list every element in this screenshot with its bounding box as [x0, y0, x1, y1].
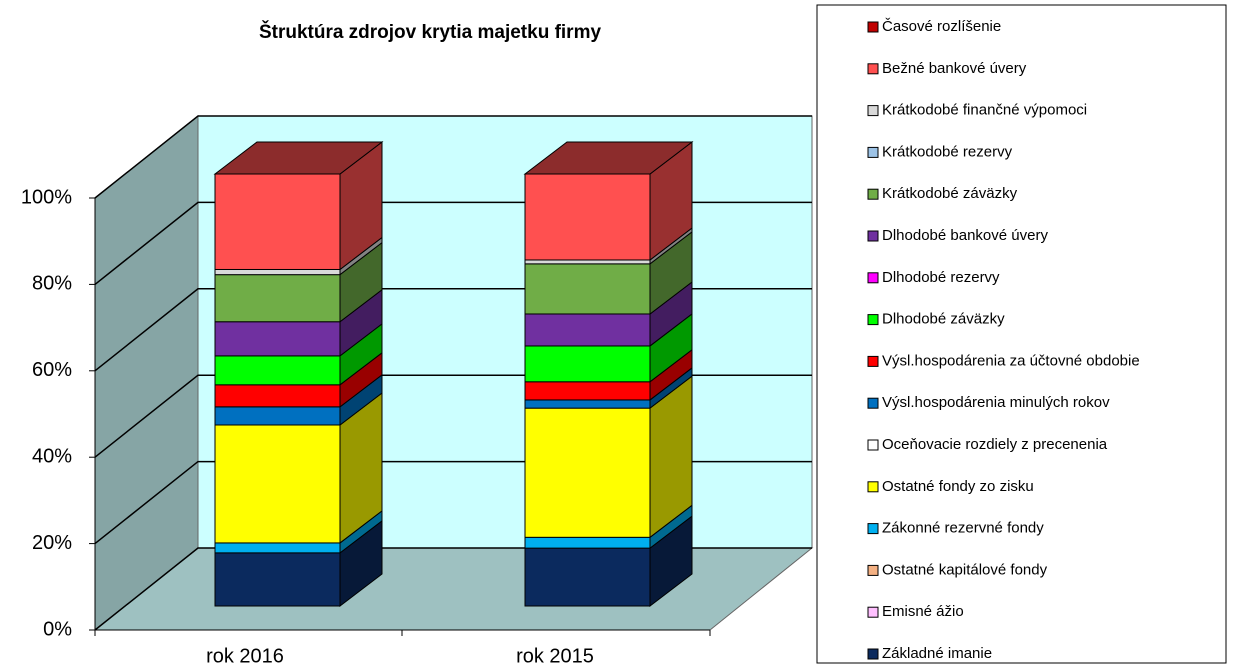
legend-label: Zákonné rezervné fondy: [882, 520, 1044, 537]
y-tick-label: 100%: [21, 186, 72, 208]
bar-segment: [214, 542, 341, 554]
legend-label: Emisné ážio: [882, 603, 964, 620]
floor: [93, 547, 814, 631]
bar-segment: [524, 399, 651, 409]
y-tick-label: 40%: [32, 445, 72, 467]
legend-swatch: [867, 481, 879, 493]
y-tick-label: 0%: [43, 618, 72, 640]
bar-top: [213, 141, 384, 175]
legend-swatch: [867, 146, 879, 158]
bar-segment: [524, 173, 651, 261]
legend-label: Krátkodobé záväzky: [882, 185, 1018, 202]
legend-swatch: [867, 648, 879, 660]
bar-segment: [524, 381, 651, 401]
y-tick-label: 60%: [32, 359, 72, 381]
x-tick-label: rok 2015: [516, 645, 594, 667]
bar-segment: [524, 263, 651, 315]
legend-label: Krátkodobé rezervy: [882, 143, 1013, 160]
bar-segment: [524, 536, 651, 549]
bars: [213, 140, 694, 608]
bar-segment: [214, 274, 341, 323]
legend-label: Základné imanie: [882, 645, 992, 662]
bar-segment: [214, 552, 341, 607]
bar-segment: [214, 321, 341, 357]
legend-swatch: [867, 564, 879, 576]
bar-segment: [524, 259, 651, 265]
legend: Základné imanie Emisné ážio Ostatné kapitá…: [867, 18, 1140, 662]
legend-swatch: [867, 230, 879, 242]
legend-box: [816, 4, 1227, 664]
legend-label: Výsl.hospodárenia minulých rokov: [882, 394, 1110, 411]
bar-segment: [214, 424, 341, 544]
legend-label: Časové rozlíšenie: [882, 18, 1001, 35]
y-tick-label: 20%: [32, 532, 72, 554]
legend-swatch: [867, 63, 879, 75]
x-tick-label: rok 2016: [206, 645, 284, 667]
bar-segment: [524, 547, 651, 607]
grid-line: [94, 115, 812, 199]
bar-segment: [524, 345, 651, 383]
bar-top: [523, 141, 694, 175]
bar-segment: [524, 313, 651, 347]
legend-label: Oceňovacie rozdiely z precenenia: [882, 436, 1108, 453]
legend-label: Dlhodobé rezervy: [882, 269, 1000, 286]
legend-label: Dlhodobé bankové úvery: [882, 227, 1048, 244]
legend-label: Výsl.hospodárenia za účtovné obdobie: [882, 352, 1140, 369]
legend-swatch: [867, 188, 879, 200]
legend-swatch: [867, 606, 879, 618]
legend-swatch: [867, 523, 879, 535]
bar-segment: [214, 384, 341, 408]
legend-swatch: [867, 397, 879, 409]
legend-swatch: [867, 105, 879, 117]
legend-swatch: [867, 439, 879, 451]
legend-label: Ostatné fondy zo zisku: [882, 478, 1034, 495]
legend-swatch: [867, 314, 879, 326]
legend-swatch: [867, 272, 879, 284]
bar-segment: [214, 406, 341, 426]
chart-title: Štruktúra zdrojov krytia majetku firmy: [259, 21, 602, 43]
bar-segment: [214, 268, 341, 276]
bar-segment: [214, 355, 341, 386]
bar-segment: [214, 173, 341, 270]
left-wall: [94, 114, 199, 632]
y-tick-label: 80%: [32, 273, 72, 295]
bar-segment: [524, 407, 651, 538]
legend-label: Krátkodobé finančné výpomoci: [882, 102, 1087, 119]
legend-swatch: [867, 21, 879, 33]
legend-label: Bežné bankové úvery: [882, 60, 1027, 77]
legend-swatch: [867, 355, 879, 367]
legend-label: Ostatné kapitálové fondy: [882, 561, 1048, 578]
legend-label: Dlhodobé záväzky: [882, 311, 1005, 328]
